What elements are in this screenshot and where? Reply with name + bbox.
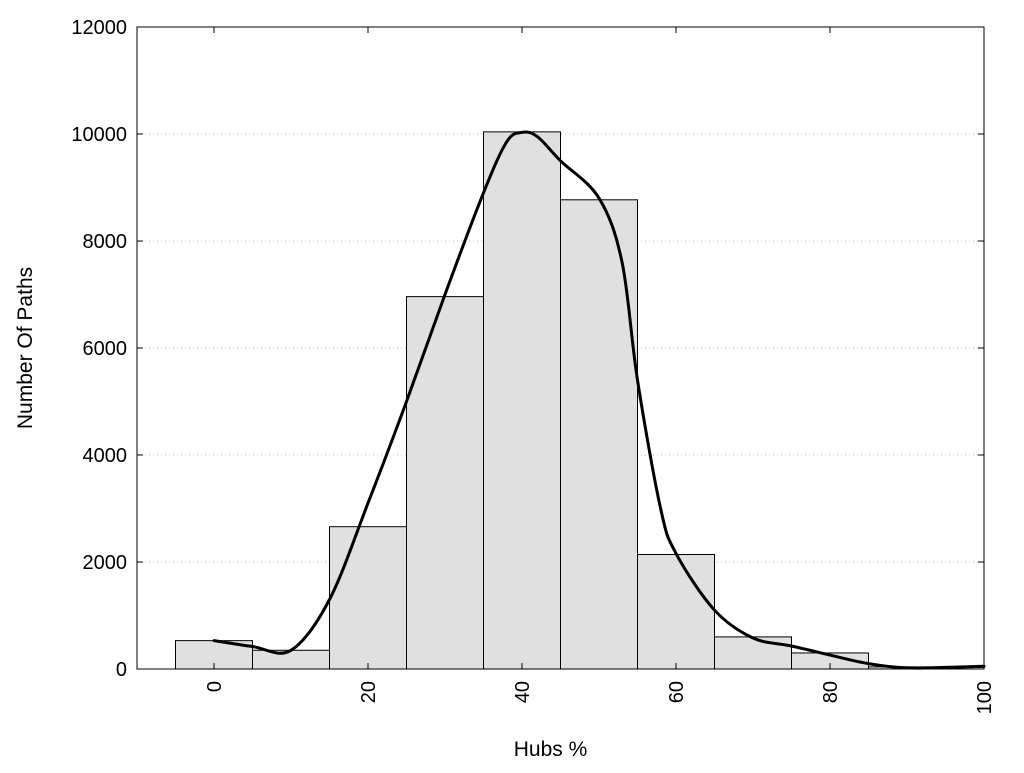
y-tick-label-0: 0 <box>116 659 127 681</box>
histogram-bar-7 <box>714 636 792 670</box>
histogram-bars <box>175 131 985 670</box>
y-tick-label-6000: 6000 <box>83 338 128 360</box>
x-axis-ticks: 0 20 40 60 80 100 <box>204 27 996 714</box>
x-tick-label-40: 40 <box>512 681 534 703</box>
y-axis-label: Number Of Paths <box>14 267 37 429</box>
histogram-bar-1 <box>252 649 330 670</box>
x-tick-label-20: 20 <box>358 681 380 703</box>
histogram-bar-2 <box>329 526 407 670</box>
y-tick-label-12000: 12000 <box>71 17 127 39</box>
y-tick-label-2000: 2000 <box>83 552 128 574</box>
histogram-bar-6 <box>637 554 715 670</box>
y-tick-label-4000: 4000 <box>83 445 128 467</box>
y-axis-ticks: 0 2000 4000 6000 8000 10000 12000 <box>71 17 984 681</box>
histogram-bar-4 <box>483 131 561 670</box>
density-curve <box>212 130 986 670</box>
y-tick-label-10000: 10000 <box>71 124 127 146</box>
y-tick-label-8000: 8000 <box>83 231 128 253</box>
density-curve-line-0 <box>212 130 986 670</box>
x-tick-label-80: 80 <box>820 681 842 703</box>
histogram-bar-5 <box>560 199 638 670</box>
x-tick-label-0: 0 <box>204 681 226 692</box>
histogram-bar-3 <box>406 296 484 670</box>
x-axis-label: Hubs % <box>514 738 588 761</box>
x-tick-label-100: 100 <box>974 681 996 714</box>
x-tick-label-60: 60 <box>666 681 688 703</box>
